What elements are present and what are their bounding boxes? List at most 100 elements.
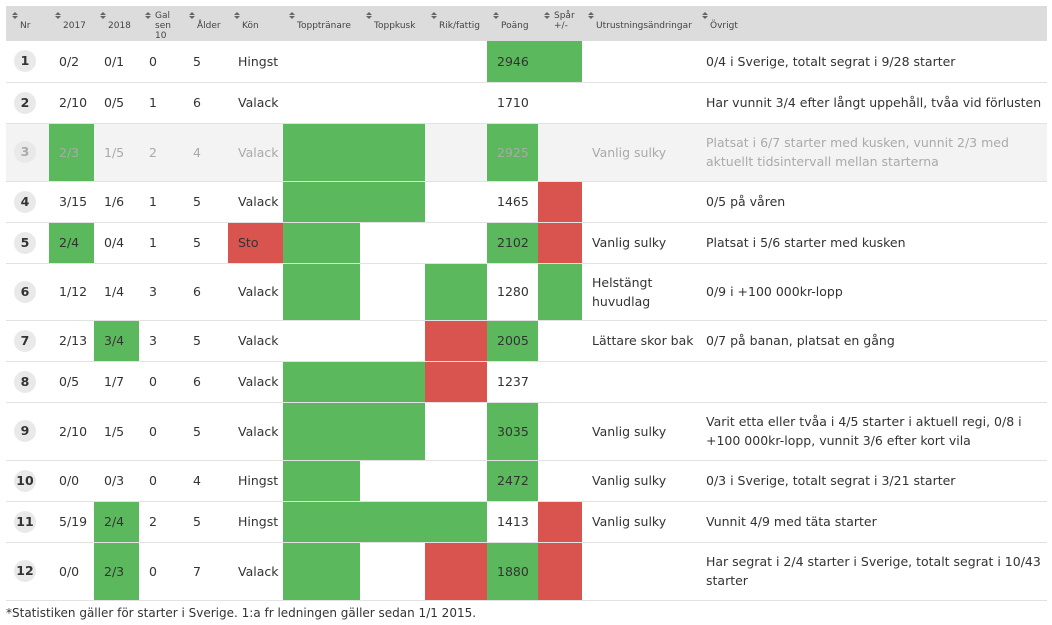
cell-kon: Valack bbox=[228, 542, 283, 600]
cell-value: 0/3 bbox=[104, 473, 125, 488]
start-number-badge: 12 bbox=[14, 560, 36, 582]
cell-2017: 5/19 bbox=[49, 501, 94, 542]
cell-topptranare bbox=[283, 320, 360, 361]
cell-kon: Valack bbox=[228, 181, 283, 222]
table-row[interactable]: 9 2/10 1/5 0 5 Valack 3035 Vanlig sulky Varit et… bbox=[6, 402, 1047, 460]
table-row[interactable]: 10 0/0 0/3 0 4 Hingst 2472 Vanlig sulky 0/3 i Sv… bbox=[6, 460, 1047, 501]
cell-value: Vunnit 4/9 med täta starter bbox=[706, 514, 877, 529]
cell-gal-sen-10: 3 bbox=[139, 263, 183, 320]
cell-value: 2/13 bbox=[59, 333, 88, 348]
cell-poang: 1710 bbox=[487, 82, 538, 123]
table-row[interactable]: 3 2/3 1/5 2 4 Valack 2925 Vanlig sulky Platsat i… bbox=[6, 123, 1047, 181]
column-header-toppkusk[interactable]: Toppkusk bbox=[360, 6, 425, 41]
table-row[interactable]: 7 2/13 3/4 3 5 Valack 2005 Lättare skor bak 0/7 … bbox=[6, 320, 1047, 361]
table-row[interactable]: 11 5/19 2/4 2 5 Hingst 1413 Vanlig sulky Vunnit … bbox=[6, 501, 1047, 542]
column-header-kon[interactable]: Kön bbox=[228, 6, 283, 41]
cell-ovrigt: 0/4 i Sverige, totalt segrat i 9/28 star… bbox=[696, 41, 1047, 82]
cell-value: 5 bbox=[193, 194, 201, 209]
column-header-gal-sen-10[interactable]: Gal sen 10 bbox=[139, 6, 183, 41]
column-header-ovrigt[interactable]: Övrigt bbox=[696, 6, 1047, 41]
cell-gal-sen-10: 1 bbox=[139, 222, 183, 263]
cell-value: 1/4 bbox=[104, 284, 125, 299]
column-header-rik-fattig[interactable]: Rik/fattig bbox=[425, 6, 487, 41]
cell-rik-fattig bbox=[425, 41, 487, 82]
cell-value: 5 bbox=[193, 333, 201, 348]
start-number-badge: 7 bbox=[14, 329, 36, 352]
cell-2017: 3/15 bbox=[49, 181, 94, 222]
start-number-badge: 6 bbox=[14, 280, 36, 303]
cell-gal-sen-10: 0 bbox=[139, 402, 183, 460]
cell-value: 1710 bbox=[497, 95, 529, 110]
column-header-nr[interactable]: Nr bbox=[6, 6, 49, 41]
cell-nr: 3 bbox=[6, 123, 49, 181]
cell-value: 0 bbox=[149, 53, 157, 69]
column-header-2017[interactable]: 2017 bbox=[49, 6, 94, 41]
cell-gal-sen-10: 2 bbox=[139, 123, 183, 181]
column-header-utrustningsandringar[interactable]: Utrustningsändringar bbox=[582, 6, 696, 41]
cell-poang: 2925 bbox=[487, 123, 538, 181]
cell-toppkusk bbox=[360, 501, 425, 542]
cell-value: 1280 bbox=[497, 284, 529, 299]
table-row[interactable]: 1 0/2 0/1 0 5 Hingst 2946 0/4 i Sverige, totalt… bbox=[6, 41, 1047, 82]
column-header-topptranare[interactable]: Topptränare bbox=[283, 6, 360, 41]
column-header-2018[interactable]: 2018 bbox=[94, 6, 139, 41]
cell-ovrigt: 0/7 på banan, platsat en gång bbox=[696, 320, 1047, 361]
cell-value: 7 bbox=[193, 563, 201, 579]
cell-value: Helstängt huvudlag bbox=[592, 274, 653, 309]
cell-ovrigt: Platsat i 6/7 starter med kusken, vunnit… bbox=[696, 123, 1047, 181]
cell-value: 1 bbox=[149, 235, 157, 250]
table-header-row: Nr 2017 2018 Gal sen 10 Ålder Kön Topptränare T… bbox=[6, 6, 1047, 41]
table-row[interactable]: 8 0/5 1/7 0 6 Valack 1237 bbox=[6, 361, 1047, 402]
cell-spar bbox=[538, 542, 582, 600]
table-body: 1 0/2 0/1 0 5 Hingst 2946 0/4 i Sverige, totalt… bbox=[6, 41, 1047, 600]
cell-topptranare bbox=[283, 82, 360, 123]
cell-topptranare bbox=[283, 402, 360, 460]
cell-ovrigt: Har vunnit 3/4 efter långt uppehåll, två… bbox=[696, 82, 1047, 123]
cell-utrustningsandringar bbox=[582, 82, 696, 123]
cell-kon: Hingst bbox=[228, 41, 283, 82]
cell-value: 2946 bbox=[497, 53, 529, 69]
cell-value: 1880 bbox=[497, 563, 529, 579]
cell-utrustningsandringar bbox=[582, 181, 696, 222]
cell-value: 4 bbox=[193, 473, 201, 488]
cell-utrustningsandringar bbox=[582, 41, 696, 82]
cell-value: 3035 bbox=[497, 423, 529, 439]
cell-utrustningsandringar: Vanlig sulky bbox=[582, 123, 696, 181]
cell-spar bbox=[538, 123, 582, 181]
cell-topptranare bbox=[283, 542, 360, 600]
cell-2017: 1/12 bbox=[49, 263, 94, 320]
table-row[interactable]: 5 2/4 0/4 1 5 Sto 2102 Vanlig sulky Platsat i 5/… bbox=[6, 222, 1047, 263]
column-header-alder[interactable]: Ålder bbox=[183, 6, 228, 41]
cell-alder: 5 bbox=[183, 320, 228, 361]
cell-kon: Valack bbox=[228, 263, 283, 320]
column-header-label: Gal sen 10 bbox=[155, 11, 171, 41]
cell-poang: 2005 bbox=[487, 320, 538, 361]
cell-poang: 1280 bbox=[487, 263, 538, 320]
cell-gal-sen-10: 0 bbox=[139, 361, 183, 402]
cell-value: Hingst bbox=[238, 473, 279, 488]
cell-spar bbox=[538, 460, 582, 501]
table-row[interactable]: 4 3/15 1/6 1 5 Valack 1465 0/5 på våren bbox=[6, 181, 1047, 222]
start-number-badge: 8 bbox=[14, 370, 36, 393]
start-number-badge: 2 bbox=[14, 91, 36, 114]
table-row[interactable]: 6 1/12 1/4 3 6 Valack 1280 Helstängt huvudlag 0/… bbox=[6, 263, 1047, 320]
cell-value: 0 bbox=[149, 374, 157, 389]
cell-toppkusk bbox=[360, 460, 425, 501]
cell-kon: Valack bbox=[228, 123, 283, 181]
cell-value: 2 bbox=[149, 514, 157, 529]
column-header-spar[interactable]: Spår +/- bbox=[538, 6, 582, 41]
table-row[interactable]: 12 0/0 2/3 0 7 Valack 1880 Har segrat i 2/4 sta… bbox=[6, 542, 1047, 600]
start-number-badge: 11 bbox=[14, 510, 36, 533]
cell-value: Vanlig sulky bbox=[592, 423, 667, 439]
cell-value: Lättare skor bak bbox=[592, 333, 694, 348]
table-row[interactable]: 2 2/10 0/5 1 6 Valack 1710 Har vunnit 3/4 efter… bbox=[6, 82, 1047, 123]
cell-rik-fattig bbox=[425, 222, 487, 263]
cell-rik-fattig bbox=[425, 542, 487, 600]
cell-2017: 2/13 bbox=[49, 320, 94, 361]
footnote: *Statistiken gäller för starter i Sverig… bbox=[6, 606, 477, 620]
cell-topptranare bbox=[283, 263, 360, 320]
cell-toppkusk bbox=[360, 123, 425, 181]
column-header-poang[interactable]: Poäng bbox=[487, 6, 538, 41]
cell-value: 2/10 bbox=[59, 95, 88, 110]
cell-value: 0/3 i Sverige, totalt segrat i 3/21 star… bbox=[706, 473, 956, 488]
